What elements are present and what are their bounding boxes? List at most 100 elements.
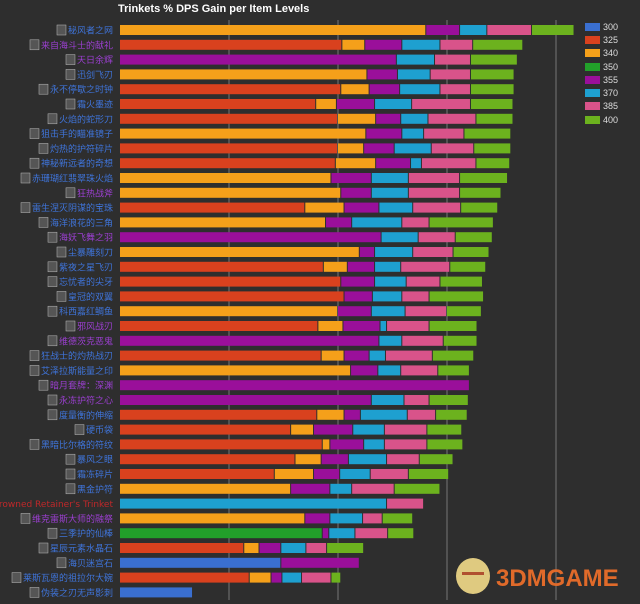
item-icon	[29, 365, 40, 376]
bar-segment-355	[120, 232, 381, 243]
bar-segment-370	[120, 498, 387, 509]
row-label: 狙击手的瞄准镜子	[41, 128, 113, 140]
row-label: 永冻护符之心	[59, 395, 113, 407]
bar-segment-400	[470, 99, 513, 109]
bar-segment-370	[371, 187, 408, 198]
bar-segment-370	[329, 528, 355, 539]
bar-segment-355	[259, 543, 281, 553]
bar-segment-355	[321, 454, 348, 465]
bar-segment-385	[306, 543, 327, 553]
row-label: Drowned Retainer's Trinket	[0, 500, 113, 510]
row-label: 秘风者之网	[68, 25, 113, 37]
bar-segment-340	[120, 247, 359, 257]
bar-segment-355	[271, 572, 282, 583]
row-label: 暗月套牌：深渊	[50, 380, 113, 392]
bar-segment-370	[371, 173, 408, 183]
bar-segment-325	[120, 39, 342, 50]
watermark: 3DMGAME	[448, 548, 628, 598]
bar-segment-400	[450, 261, 486, 272]
row-label: 狂热战斧	[77, 187, 113, 199]
bar-segment-400	[470, 54, 517, 65]
row-label: 硬币袋	[86, 424, 113, 436]
legend-swatch	[585, 102, 600, 111]
bar-segment-355	[344, 291, 372, 302]
bar-segment-355	[120, 54, 396, 65]
row-label: 维德茨克恶鬼	[59, 335, 113, 347]
bar-segment-400	[453, 247, 489, 257]
bar-segment-340	[249, 572, 271, 583]
row-label: 永不停歇之时钟	[50, 84, 113, 96]
bar-segment-355	[369, 84, 400, 95]
bar-segment-370	[460, 25, 487, 35]
row-label: 忘忧者的尖牙	[59, 276, 113, 288]
bar-segment-325	[120, 543, 244, 553]
bar-segment-370	[400, 84, 440, 95]
bar-segment-385	[387, 498, 424, 509]
bar-segment-355	[376, 158, 411, 169]
item-icon	[29, 350, 40, 361]
bar-segment-370	[402, 128, 424, 139]
bar-segment-385	[430, 69, 470, 80]
bar-segment-355	[314, 469, 340, 479]
bar-segment-400	[429, 321, 477, 331]
legend-swatch	[585, 75, 600, 84]
bar-segment-325	[120, 350, 321, 361]
bar-segment-325	[120, 261, 323, 272]
bar-segment-355	[344, 202, 379, 213]
item-icon	[56, 291, 67, 302]
bar-segment-355	[426, 25, 460, 35]
bar-segment-355	[120, 380, 469, 391]
bar-segment-355	[326, 217, 352, 228]
bar-segment-400	[408, 469, 449, 479]
bar-segment-340	[120, 128, 366, 139]
row-label: 尘暴雕刻刀	[68, 247, 113, 259]
row-label: 黑暗比尔格的符纹	[41, 439, 113, 451]
bar-segment-400	[436, 409, 467, 420]
bar-segment-355	[330, 439, 364, 450]
row-label: 迅剑飞刃	[77, 69, 113, 81]
bar-segment-340	[120, 187, 341, 198]
item-icon	[38, 83, 49, 95]
bar-segment-340	[120, 69, 367, 80]
bar-segment-355	[291, 483, 330, 494]
bar-segment-340	[295, 454, 321, 465]
item-icon	[74, 424, 85, 435]
bar-segment-400	[382, 513, 413, 524]
row-label: 霜火墨迹	[77, 99, 113, 111]
bar-segment-400	[427, 439, 463, 450]
row-label: 海洋浪花的三角	[50, 217, 113, 229]
bar-segment-400	[438, 365, 469, 376]
bar-segment-355	[365, 39, 402, 50]
mascot-logo-icon: 3DMGAME	[456, 558, 619, 594]
legend-item-300: 300	[585, 20, 618, 33]
legend-label: 355	[603, 74, 619, 85]
bar-segment-370	[348, 454, 387, 465]
item-icon	[65, 54, 76, 65]
bar-segment-325	[120, 424, 291, 435]
bar-segment-340	[342, 39, 365, 50]
bar-segment-340	[274, 469, 314, 479]
bar-segment-370	[371, 306, 405, 317]
row-label: 星辰元素水晶石	[50, 543, 113, 555]
bar-segment-400	[327, 543, 364, 553]
bar-segment-400	[447, 306, 481, 317]
bar-segment-340	[316, 99, 336, 109]
bar-segment-385	[413, 247, 453, 257]
bar-segment-355	[347, 261, 375, 272]
row-label: 海贝迷宫石	[68, 557, 113, 569]
bar-segment-340	[120, 365, 351, 376]
item-icon	[47, 261, 58, 273]
row-label: 三季护的仙棒	[59, 528, 113, 540]
item-icon	[38, 143, 49, 154]
item-icon	[29, 157, 40, 169]
bar-segment-340	[321, 350, 344, 361]
item-icon	[11, 572, 22, 583]
bar-segment-400	[429, 217, 493, 228]
bar-segment-340	[318, 321, 343, 331]
item-icon	[20, 172, 31, 184]
row-label: 度量衡的伸缩	[59, 409, 113, 421]
item-icon	[29, 587, 40, 598]
row-label: 皇冠的双翼	[68, 291, 113, 303]
bar-segment-370	[401, 113, 428, 124]
bar-segment-370	[375, 261, 401, 272]
